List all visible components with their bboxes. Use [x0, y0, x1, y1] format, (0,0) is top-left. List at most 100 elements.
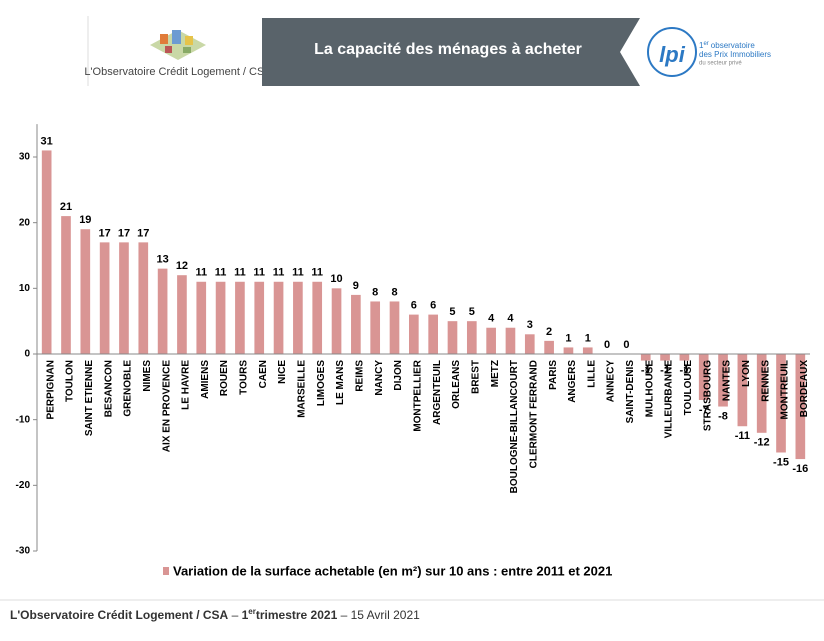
data-label: -15 [773, 456, 789, 468]
x-tick-label: PARIS [548, 360, 559, 390]
bar [61, 216, 71, 354]
y-tick-label: -20 [16, 480, 31, 491]
x-tick-label: DIJON [393, 360, 404, 391]
data-label: -1 [679, 364, 689, 376]
x-tick-label: CLERMONT FERRAND [528, 360, 539, 468]
x-tick-label: MONTPELLIER [412, 359, 423, 431]
x-tick-label: MONTREUIL [780, 360, 791, 419]
x-tick-label: GRENOBLE [123, 360, 134, 417]
bar [80, 229, 91, 354]
footer-sup: er [248, 607, 256, 616]
bar [99, 242, 110, 354]
bar [409, 314, 419, 354]
data-label: -12 [754, 437, 770, 449]
y-tick-label: -30 [16, 546, 31, 557]
data-label: 11 [292, 267, 304, 279]
lpi-rank-sup: er [703, 41, 708, 47]
y-tick-label: 10 [19, 283, 31, 294]
data-label: 11 [311, 267, 323, 279]
footer-quarter-rest: trimestre 2021 [256, 608, 338, 622]
bar [466, 321, 477, 354]
x-tick-label: ANGERS [567, 360, 578, 403]
bar [351, 294, 361, 354]
y-tick-label: 20 [19, 217, 31, 228]
lpi-rank: 1 [699, 41, 704, 50]
data-label: -1 [660, 364, 670, 376]
data-label: -8 [718, 410, 728, 422]
data-label: 6 [430, 300, 436, 312]
footer-date: 15 Avril 2021 [351, 608, 420, 622]
footer-quarter: 1 [242, 608, 249, 622]
x-tick-label: ROUEN [219, 360, 230, 396]
x-tick-label: MULHOUSE [644, 360, 655, 418]
bar [119, 242, 129, 354]
data-label: 11 [195, 267, 207, 279]
footer-sep: – [341, 608, 348, 622]
bar [157, 268, 168, 354]
x-tick-label: NIMES [142, 360, 153, 392]
data-label: 0 [604, 339, 610, 351]
banner-bg [262, 18, 640, 86]
data-label: 11 [273, 267, 285, 279]
bar [737, 354, 748, 427]
y-tick-label: -10 [16, 414, 31, 425]
data-label: 1 [585, 332, 591, 344]
x-tick-label: METZ [490, 360, 501, 387]
bar [41, 150, 52, 354]
data-label: 6 [411, 300, 417, 312]
data-label: 21 [60, 201, 72, 213]
x-tick-label: BORDEAUX [799, 360, 810, 418]
data-label: -7 [699, 404, 709, 416]
x-tick-label: ANNECY [606, 360, 617, 403]
x-tick-label: LE HAVRE [181, 360, 192, 410]
data-label: 10 [330, 273, 342, 285]
bar [582, 347, 593, 354]
x-tick-label: ARGENTEUIL [432, 360, 443, 425]
y-tick-label: 0 [24, 349, 30, 360]
logo-text: L'Observatoire Crédit Logement / CSA [84, 66, 272, 78]
bar [640, 354, 651, 361]
x-tick-label: VILLEURBANNE [664, 360, 675, 439]
x-tick-label: LIMOGES [316, 360, 327, 406]
footer-sep: – [232, 608, 239, 622]
x-tick-label: BREST [470, 360, 481, 394]
x-tick-label: ORLEANS [451, 360, 462, 409]
bar [447, 321, 458, 354]
logo-icon [150, 30, 206, 60]
data-label: -11 [735, 430, 750, 442]
data-label: 11 [234, 267, 246, 279]
x-tick-label: REIMS [355, 360, 366, 392]
bar [389, 301, 400, 354]
data-label: 11 [253, 267, 265, 279]
lpi-line2: des Prix Immobiliers [699, 50, 771, 59]
data-label: 31 [41, 135, 53, 147]
bar [756, 354, 767, 433]
x-tick-label: NANTES [722, 360, 733, 401]
footer-source: L'Observatoire Crédit Logement / CSA [10, 608, 229, 622]
legend-swatch [163, 567, 169, 575]
bar [138, 242, 149, 354]
data-label: 8 [391, 286, 397, 298]
lpi-circle [647, 27, 697, 77]
legend-text: Variation de la surface achetable (en m²… [173, 563, 612, 578]
data-label: -1 [641, 364, 651, 376]
bar [795, 354, 806, 460]
x-tick-label: TOULOUSE [683, 360, 694, 416]
bar [718, 354, 728, 407]
data-label: 17 [118, 227, 130, 239]
data-label: 3 [527, 319, 533, 331]
data-label: 17 [137, 227, 149, 239]
bar [563, 347, 574, 354]
lpi-word: observatoire [711, 41, 756, 50]
x-tick-label: STRASBOURG [702, 360, 713, 431]
x-tick-label: SAINT ETIENNE [84, 360, 95, 436]
data-label: 19 [79, 214, 91, 226]
x-tick-label: TOURS [239, 360, 250, 395]
banner-title: La capacité des ménages à acheter [314, 41, 582, 58]
lpi-mark: lpi [659, 42, 686, 67]
bar [196, 281, 207, 354]
data-label: 5 [449, 306, 455, 318]
bar [428, 314, 438, 354]
bar [370, 301, 381, 354]
